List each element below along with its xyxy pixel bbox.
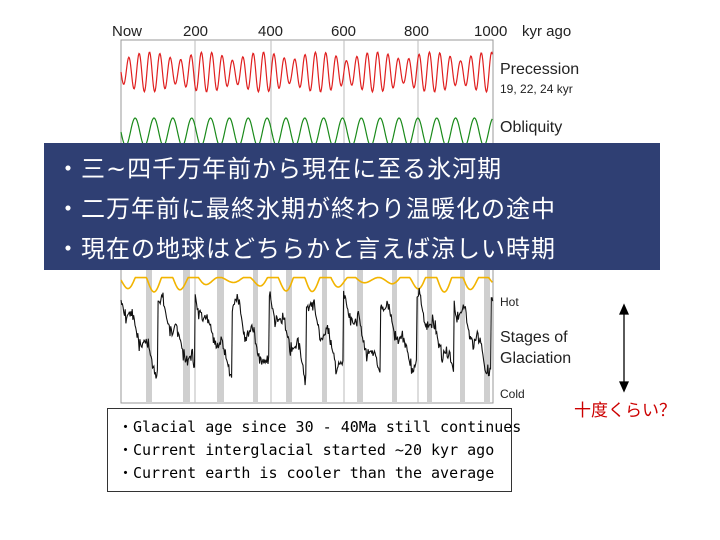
glacial-stage-band-5 <box>286 270 292 403</box>
glaciation-curve <box>120 288 494 386</box>
legend-precession-periods: 19, 22, 24 kyr <box>500 82 573 96</box>
axis-label-now: Now <box>112 23 142 40</box>
japanese-note-3: ・現在の地球はどちらかと言えば涼しい時期 <box>56 235 556 263</box>
eccentricity-curve <box>120 276 493 293</box>
glacial-stage-bands <box>146 270 490 403</box>
glacial-stage-band-7 <box>357 270 363 403</box>
japanese-note-1: ・三~四千万年前から現在に至る氷河期 <box>56 155 503 183</box>
glacial-stage-band-1 <box>146 270 152 403</box>
axis-label-1000: 1000 <box>474 23 507 40</box>
glacial-stage-band-9 <box>427 270 432 403</box>
axis-label-600: 600 <box>331 23 356 40</box>
legend-glaciation: Glaciation <box>500 350 571 367</box>
glacial-stage-band-2 <box>183 270 190 403</box>
obliquity-curve <box>120 117 493 147</box>
english-notes-box: ・Glacial age since 30 - 40Ma still conti… <box>107 408 522 492</box>
glacial-stage-band-11 <box>484 270 490 403</box>
legend-precession: Precession <box>500 61 579 78</box>
glacial-stage-band-4 <box>253 270 258 403</box>
english-note-1: ・Glacial age since 30 - 40Ma still conti… <box>118 418 522 436</box>
axis-label-400: 400 <box>258 23 283 40</box>
legend-obliquity: Obliquity <box>500 119 562 136</box>
glacial-stage-band-6 <box>322 270 327 403</box>
precession-curve <box>120 50 493 94</box>
glacial-stage-band-3 <box>217 270 224 403</box>
japanese-notes-box: ・三~四千万年前から現在に至る氷河期 ・二万年前に最終氷期が終わり温暖化の途中 … <box>44 143 660 270</box>
legend-cold: Cold <box>500 387 525 401</box>
axis-label-800: 800 <box>404 23 429 40</box>
english-note-2: ・Current interglacial started ~20 kyr ag… <box>118 441 495 459</box>
axis-unit: kyr ago <box>522 23 571 40</box>
temperature-note: 十度くらい？ <box>574 401 676 421</box>
temperature-range-arrow <box>618 303 630 393</box>
glacial-stage-band-10 <box>460 270 465 403</box>
legend-stages-of: Stages of <box>500 329 568 346</box>
japanese-note-2: ・二万年前に最終氷期が終わり温暖化の途中 <box>56 195 556 223</box>
english-note-3: ・Current earth is cooler than the averag… <box>118 464 495 482</box>
axis-label-200: 200 <box>183 23 208 40</box>
legend-hot: Hot <box>500 295 519 309</box>
